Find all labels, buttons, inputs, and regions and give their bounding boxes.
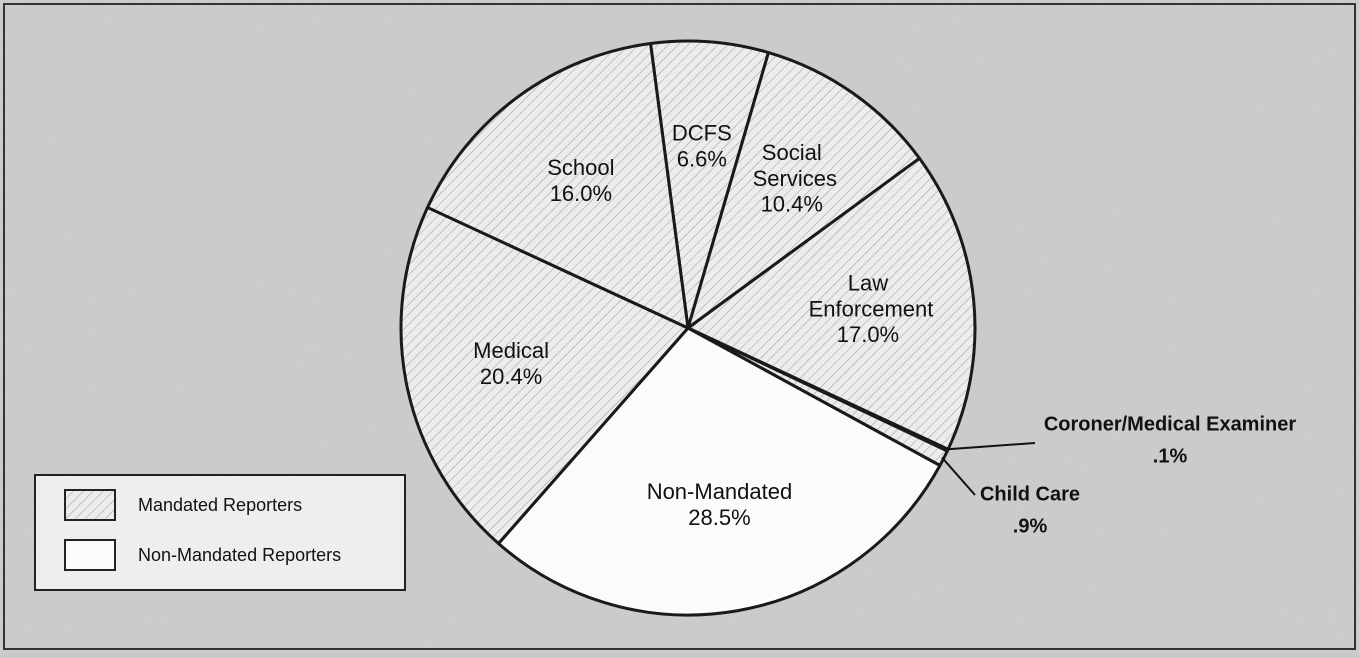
leader-line	[945, 442, 1036, 451]
slice-label: DCFS	[672, 121, 732, 146]
slice-value-label: 17.0%	[837, 322, 899, 347]
outer-label: Child Care	[980, 483, 1080, 505]
pie-slice	[496, 326, 942, 617]
slice-value-label: 6.6%	[677, 147, 727, 172]
pie-slice	[686, 51, 921, 330]
slice-value-label: 16.0%	[550, 181, 612, 206]
slice-value-label: 28.5%	[688, 505, 750, 530]
slice-label: Medical	[473, 338, 549, 363]
legend-swatch	[64, 539, 116, 571]
outer-value-label: .9%	[1013, 515, 1048, 537]
slice-value-label: 10.4%	[761, 192, 823, 217]
legend-swatch	[64, 489, 116, 521]
slice-value-label: 20.4%	[480, 364, 542, 389]
pie-slice	[686, 156, 977, 451]
outer-label: Coroner/Medical Examiner	[1044, 413, 1297, 435]
slice-label: Social Services	[747, 140, 837, 191]
legend-label: Non-Mandated Reporters	[138, 545, 341, 565]
frame	[3, 3, 1356, 650]
legend-label: Mandated Reporters	[138, 495, 302, 515]
pie-slice	[399, 205, 690, 546]
pie-slice	[426, 41, 690, 330]
outer-value-label: .1%	[1153, 445, 1188, 467]
slice-label: Non-Mandated	[647, 479, 793, 504]
leader-line	[941, 456, 976, 496]
slice-label: Law Enforcement	[803, 270, 934, 321]
slice-label: School	[547, 155, 614, 180]
